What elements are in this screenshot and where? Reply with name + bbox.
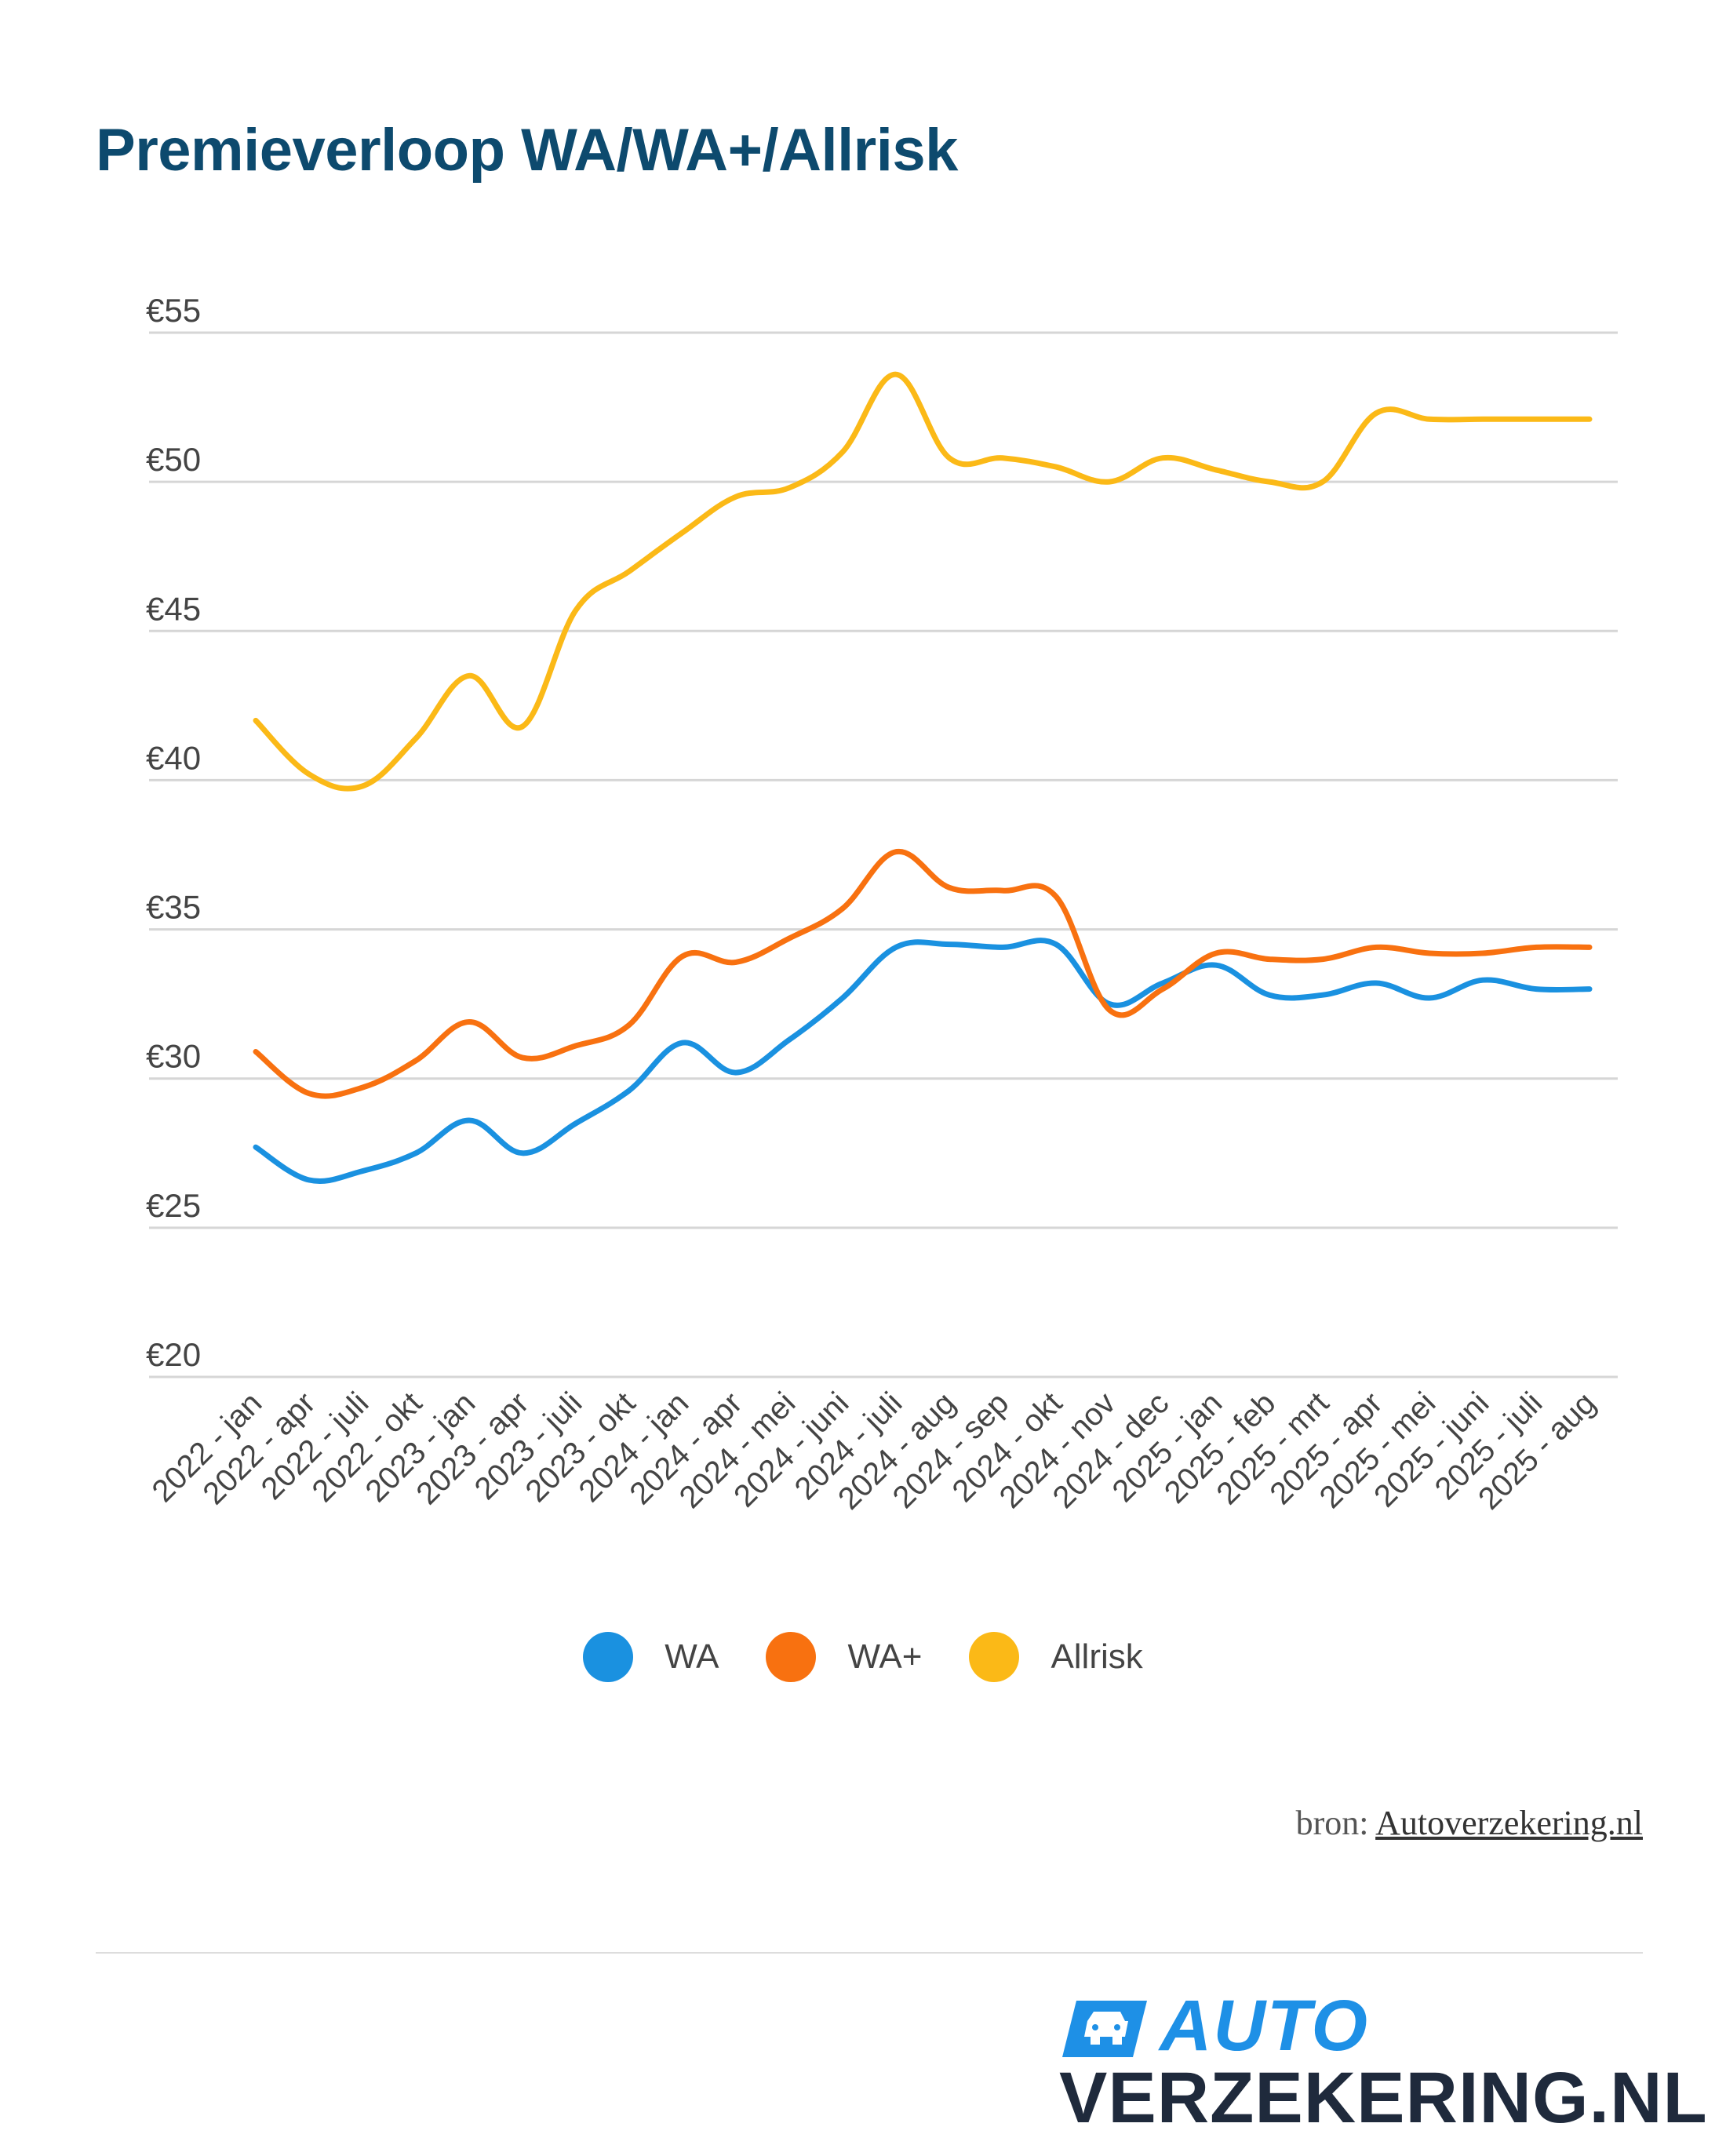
legend-item-allrisk[interactable]: Allrisk <box>969 1632 1143 1682</box>
legend-label-wa-plus: WA+ <box>847 1637 923 1676</box>
chart-title: Premieverloop WA/WA+/Allrisk <box>96 117 958 184</box>
source-link[interactable]: Autoverzekering.nl <box>1375 1804 1643 1842</box>
legend-swatch-wa-plus <box>766 1632 817 1682</box>
legend-label-wa: WA <box>665 1637 719 1676</box>
logo-line-verzekering: VERZEKERING.NL <box>1059 2058 1708 2138</box>
grid-lines <box>149 331 1618 1378</box>
series-line-wa-plus[interactable] <box>253 849 1593 1099</box>
series-lines <box>253 371 1593 1184</box>
source-note: bron: Autoverzekering.nl <box>1296 1803 1643 1843</box>
y-tick-label: €25 <box>146 1187 201 1224</box>
legend-swatch-wa <box>583 1632 634 1682</box>
legend: WA WA+ Allrisk <box>0 1626 1726 1688</box>
footer-divider <box>96 1952 1643 1954</box>
series-line-wa[interactable] <box>253 938 1593 1184</box>
y-tick-label: €50 <box>146 441 201 478</box>
logo-line-auto: AUTO <box>1160 1986 1369 2066</box>
y-tick-label: €35 <box>146 889 201 926</box>
y-tick-label: €30 <box>146 1038 201 1075</box>
line-chart: €20 €25 €30 €35 €40 €45 €50 €55 2022 - jan2022 … <box>145 292 1618 1517</box>
legend-swatch-allrisk <box>969 1632 1020 1682</box>
y-axis-labels: €20 €25 €30 €35 €40 €45 €50 €55 <box>146 292 201 1373</box>
y-tick-label: €20 <box>146 1336 201 1373</box>
y-tick-label: €55 <box>146 292 201 329</box>
car-shield-icon <box>1062 2001 1147 2057</box>
source-prefix: bron: <box>1295 1804 1369 1842</box>
y-tick-label: €45 <box>146 590 201 627</box>
legend-item-wa-plus[interactable]: WA+ <box>766 1632 922 1682</box>
series-line-allrisk[interactable] <box>253 371 1593 792</box>
legend-label-allrisk: Allrisk <box>1051 1637 1143 1676</box>
legend-item-wa[interactable]: WA <box>583 1632 719 1682</box>
brand-logo[interactable]: AUTO VERZEKERING.NL <box>1059 1987 1707 2137</box>
y-tick-label: €40 <box>146 739 201 776</box>
